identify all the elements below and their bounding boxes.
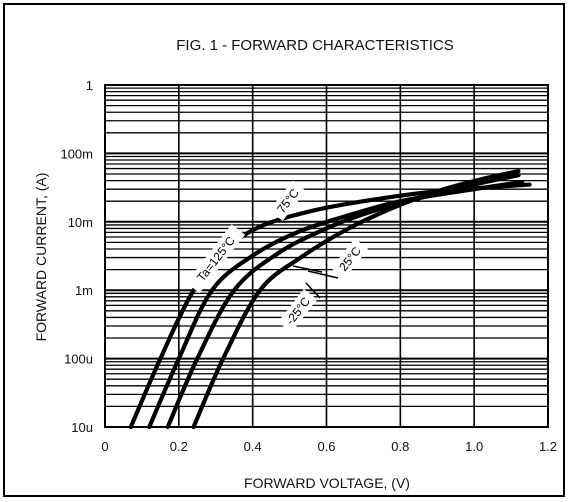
x-tick-label: 1.2 [539, 439, 557, 454]
x-tick-label: 0.4 [244, 439, 262, 454]
curve-pointer [292, 265, 323, 273]
y-axis-label: FORWARD CURRENT, (A) [33, 173, 49, 342]
curve-line [128, 182, 532, 430]
x-tick-label: 0.8 [391, 439, 409, 454]
y-tick-label: 1 [86, 78, 93, 93]
curve-label-background [269, 180, 307, 221]
plot-border [104, 84, 549, 428]
y-tick-label: 100u [64, 352, 93, 367]
y-tick-label: 100m [60, 146, 93, 161]
y-tick-label: 10u [71, 420, 93, 435]
x-axis-label: FORWARD VOLTAGE, (V) [244, 475, 410, 491]
curve-pointer [307, 270, 339, 279]
curve-label-background [186, 224, 246, 294]
tick-labels: 0 0.2 0.4 0.6 0.8 1.0 1.2 1 100m 10m 1m 100u 10u [60, 78, 557, 454]
curve-pointer [305, 282, 321, 299]
grid [104, 84, 549, 428]
x-tick-label: 0.6 [317, 439, 335, 454]
curves [128, 169, 532, 430]
curve-line [147, 180, 525, 430]
y-tick-label: 10m [68, 215, 93, 230]
curve-line [165, 173, 521, 430]
curve-line [191, 169, 521, 430]
x-tick-label: 0 [101, 439, 108, 454]
curve-label-background [331, 238, 369, 279]
curve-label: Ta=125°C [194, 233, 238, 284]
chart-title: FIG. 1 - FORWARD CHARACTERISTICS [176, 37, 454, 54]
y-tick-label: 1m [75, 283, 93, 298]
x-tick-label: 0.2 [170, 439, 188, 454]
curve-label-background [277, 288, 318, 333]
x-tick-label: 1.0 [465, 439, 483, 454]
curve-label-group: 25°C [331, 238, 369, 279]
